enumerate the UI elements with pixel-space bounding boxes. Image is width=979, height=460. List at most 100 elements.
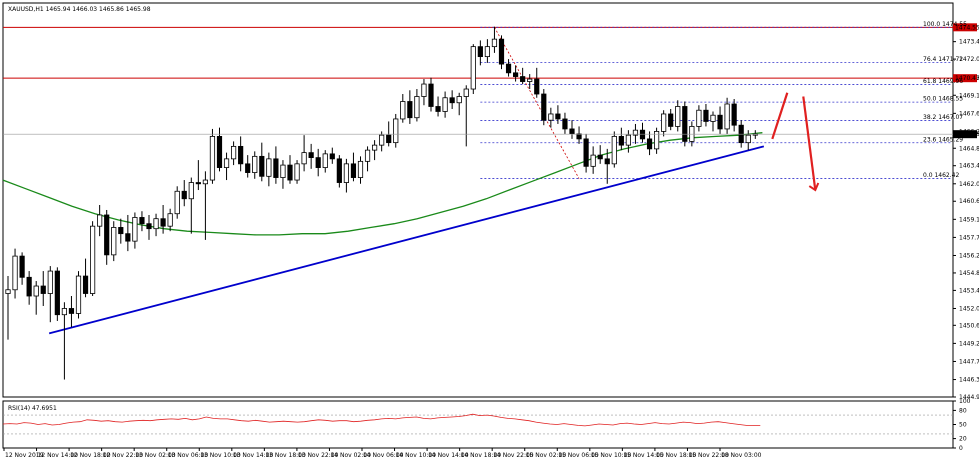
- candle-body: [146, 223, 152, 230]
- y-tick-label: 1446.30: [959, 377, 979, 384]
- candle-body: [308, 152, 314, 159]
- main-plot-frame: [2, 2, 954, 398]
- candle-body: [477, 46, 483, 58]
- candle-body: [632, 129, 639, 136]
- moving-average-line: [2, 132, 763, 236]
- current-price-label: 1465.98: [955, 131, 979, 138]
- y-tick-label: 1467.65: [959, 110, 979, 117]
- fib-level-label: 100.0 1474.55: [923, 21, 967, 28]
- candle-body: [280, 164, 286, 178]
- candle-body: [520, 76, 526, 82]
- candle-body: [717, 114, 723, 130]
- candle-body: [562, 118, 568, 130]
- y-tick-label: 1473.40: [959, 39, 979, 46]
- forecast-down-arrowhead: [808, 182, 820, 192]
- candle-body: [583, 138, 589, 167]
- rsi-tick-label: 0: [959, 445, 963, 452]
- x-tick-label: 12 Nov 18:00: [70, 452, 111, 459]
- candle-body: [252, 155, 258, 173]
- y-tick-label: 1444.90: [959, 394, 979, 401]
- candle-body: [590, 154, 596, 167]
- y-tick-label: 1472.00: [959, 56, 979, 63]
- x-tick-label: 18 Nov 03:00: [721, 452, 762, 459]
- candle-body: [202, 179, 208, 185]
- candle-body: [654, 131, 660, 150]
- candle-body: [209, 136, 216, 181]
- candle-body: [322, 153, 328, 168]
- candle-body: [5, 289, 11, 294]
- candle-body: [301, 152, 307, 165]
- candle-body: [611, 136, 617, 165]
- candle-body: [393, 118, 399, 144]
- candle-body: [160, 218, 166, 227]
- candle-body: [710, 114, 716, 122]
- x-tick-label: 13 Nov 06:00: [168, 452, 209, 459]
- y-tick-label: 1453.45: [959, 287, 979, 294]
- x-tick-label: 12 Nov 22:00: [103, 452, 144, 459]
- candle-body: [195, 182, 201, 185]
- candle-body: [336, 158, 342, 183]
- y-tick-label: 1459.15: [959, 216, 979, 223]
- x-tick-label: 15 Nov 22:00: [688, 452, 729, 459]
- level-price-tag: [953, 23, 977, 32]
- x-tick-label: 12 Nov 14:00: [38, 452, 79, 459]
- rsi-tick-label: 20: [959, 436, 967, 443]
- candle-body: [245, 163, 251, 173]
- candle-body: [75, 275, 82, 314]
- rsi-tick-label: 50: [959, 422, 967, 429]
- candle-body: [414, 96, 420, 119]
- candle-body: [428, 83, 434, 107]
- current-price-tag: [953, 130, 977, 139]
- x-tick-label: 14 Nov 06:00: [363, 452, 404, 459]
- candle-body: [350, 163, 357, 178]
- candle-body: [26, 276, 32, 297]
- y-tick-label: 1462.00: [959, 181, 979, 188]
- candle-body: [386, 134, 392, 144]
- candle-body: [597, 154, 603, 160]
- candle-body: [118, 227, 124, 235]
- y-tick-label: 1454.85: [959, 270, 979, 277]
- candle-body: [125, 233, 131, 242]
- candle-body: [379, 134, 385, 146]
- candle-body: [661, 113, 667, 132]
- candle-body: [90, 225, 96, 294]
- y-tick-label: 1449.20: [959, 340, 979, 347]
- candle-body: [357, 160, 364, 178]
- candle-body: [33, 285, 39, 297]
- candle-body: [111, 227, 117, 256]
- x-tick-label: 14 Nov 02:00: [330, 452, 371, 459]
- rsi-line: [2, 413, 761, 427]
- x-tick-label: 12 Nov 2019: [5, 452, 44, 459]
- candle-body: [505, 63, 512, 74]
- y-tick-label: 1447.75: [959, 358, 979, 365]
- candle-body: [230, 145, 237, 160]
- y-tick-label: 1450.65: [959, 322, 979, 329]
- candle-body: [12, 255, 18, 291]
- candle-body: [491, 38, 498, 48]
- candle-body: [646, 138, 653, 150]
- candle-body: [555, 113, 561, 120]
- x-tick-label: 14 Nov 22:00: [493, 452, 534, 459]
- x-tick-label: 13 Nov 10:00: [200, 452, 241, 459]
- x-tick-label: 14 Nov 14:00: [428, 452, 469, 459]
- candle-body: [287, 164, 293, 181]
- candle-body: [104, 214, 110, 256]
- y-tick-label: 1456.25: [959, 252, 979, 259]
- x-tick-label: 14 Nov 18:00: [461, 452, 502, 459]
- candle-body: [435, 106, 441, 112]
- x-tick-label: 13 Nov 14:00: [233, 452, 274, 459]
- rsi-tick-label: 100: [959, 398, 971, 405]
- candle-body: [745, 134, 751, 144]
- x-tick-label: 13 Nov 02:00: [135, 452, 176, 459]
- candle-body: [731, 103, 737, 126]
- x-tick-label: 14 Nov 10:00: [396, 452, 437, 459]
- candle-body: [167, 213, 173, 227]
- y-tick-label: 1457.70: [959, 234, 979, 241]
- candle-body: [513, 72, 519, 77]
- y-tick-label: 1469.10: [959, 92, 979, 99]
- candle-body: [576, 133, 582, 140]
- candle-body: [223, 158, 230, 168]
- candle-body: [343, 163, 350, 183]
- candle-body: [188, 182, 194, 200]
- candle-body: [675, 106, 681, 127]
